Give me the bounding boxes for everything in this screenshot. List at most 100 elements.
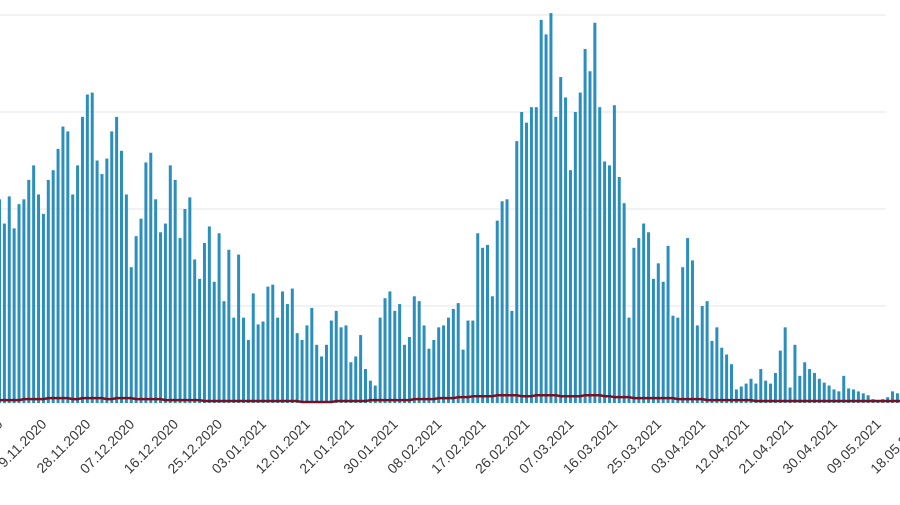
bar — [798, 375, 802, 403]
bar — [163, 223, 167, 403]
bar — [666, 245, 670, 403]
bar — [242, 317, 245, 403]
bar — [583, 48, 587, 403]
bar — [612, 105, 616, 404]
x-tick-label: 020 — [0, 416, 6, 444]
bar — [364, 369, 367, 403]
bar — [432, 339, 436, 403]
bar — [842, 375, 846, 403]
bar — [598, 107, 602, 404]
bar — [730, 364, 733, 403]
bar — [246, 339, 250, 403]
bar — [412, 296, 416, 403]
bar — [520, 112, 524, 403]
bar — [505, 199, 509, 403]
bar — [710, 340, 714, 403]
bar — [651, 278, 655, 403]
bar — [539, 19, 543, 403]
bar — [51, 170, 55, 403]
bar — [456, 303, 460, 403]
bar — [739, 386, 743, 403]
x-axis-tick-labels: 0209.11.202028.11.202007.12.202016.12.20… — [0, 416, 900, 477]
bar — [817, 378, 821, 403]
bar — [37, 194, 41, 403]
bar — [134, 236, 138, 403]
bar — [442, 325, 446, 403]
bar — [373, 385, 377, 403]
bar — [354, 356, 358, 403]
bar — [115, 116, 119, 403]
bar — [110, 131, 114, 403]
bar — [256, 324, 260, 403]
bar — [398, 304, 402, 403]
bar — [17, 204, 21, 403]
bar — [276, 317, 280, 403]
bar — [451, 308, 455, 403]
bar — [827, 385, 831, 403]
bar — [149, 152, 153, 403]
bar — [720, 347, 724, 403]
bar — [90, 92, 94, 403]
bar — [808, 369, 812, 403]
bar — [632, 247, 636, 403]
bar — [198, 278, 202, 403]
bar — [202, 242, 206, 403]
bar — [159, 232, 163, 403]
bar — [500, 201, 504, 403]
bar — [222, 301, 226, 403]
bar — [22, 199, 26, 403]
bar — [622, 203, 626, 403]
bar — [27, 179, 31, 403]
bar — [271, 284, 275, 403]
bar — [793, 344, 797, 403]
bar — [490, 296, 494, 403]
bar — [734, 389, 738, 403]
bar — [188, 197, 192, 403]
bar — [100, 174, 104, 403]
bar — [227, 249, 231, 403]
bar — [144, 162, 148, 403]
bar — [856, 391, 860, 403]
bar — [564, 97, 568, 403]
bar — [647, 232, 651, 403]
bar — [56, 148, 60, 403]
bar — [764, 380, 768, 403]
bar — [754, 383, 758, 403]
bar — [344, 325, 348, 403]
bar — [715, 327, 719, 403]
bar — [749, 378, 753, 403]
bar — [534, 107, 538, 404]
bar — [466, 320, 470, 403]
bar — [725, 354, 729, 403]
bar — [105, 158, 109, 403]
bar-series — [0, 13, 899, 404]
bar — [486, 244, 489, 403]
bar — [305, 325, 309, 403]
bar — [837, 391, 841, 403]
bar — [544, 34, 548, 404]
bar — [769, 383, 773, 403]
bar — [559, 77, 563, 403]
bar — [139, 218, 143, 403]
bar — [686, 238, 690, 403]
bar — [578, 92, 582, 403]
bar — [80, 116, 84, 403]
bar — [407, 337, 411, 403]
bar — [212, 281, 216, 403]
bar — [32, 165, 36, 403]
bar — [7, 196, 11, 403]
bar — [608, 165, 611, 403]
bar — [695, 325, 699, 403]
bar — [510, 310, 514, 403]
bar — [12, 228, 16, 403]
bar — [588, 71, 592, 403]
bar — [168, 165, 172, 403]
bar — [778, 350, 782, 403]
bar — [173, 179, 177, 403]
bar — [295, 333, 299, 403]
bar — [266, 286, 270, 403]
bar — [315, 344, 319, 403]
bar — [178, 238, 182, 403]
bar — [573, 112, 577, 403]
